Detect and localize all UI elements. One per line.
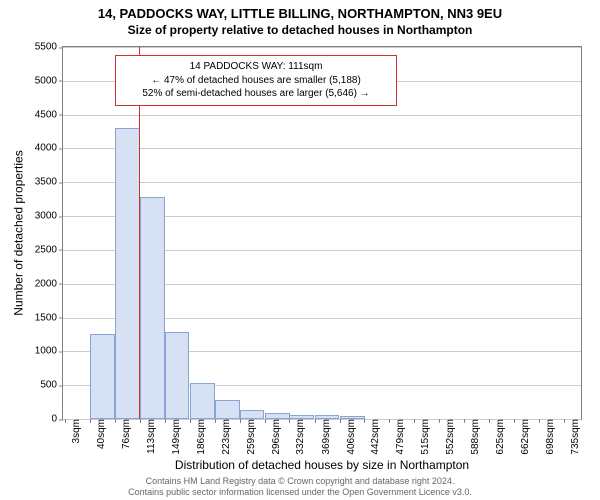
- y-tick-label: 0: [51, 414, 63, 425]
- y-tick-label: 2500: [35, 244, 63, 255]
- y-tick-label: 5500: [35, 42, 63, 53]
- x-tick-label: 625sqm: [489, 419, 506, 455]
- y-tick-label: 500: [40, 380, 63, 391]
- y-axis-label-text: Number of detached properties: [12, 150, 26, 315]
- x-tick-label: 3sqm: [65, 419, 82, 443]
- y-tick-label: 4000: [35, 143, 63, 154]
- histogram-bar: [215, 400, 240, 419]
- x-tick-label: 186sqm: [190, 419, 207, 455]
- property-callout: 14 PADDOCKS WAY: 111sqm← 47% of detached…: [115, 55, 397, 106]
- x-tick-label: 442sqm: [364, 419, 381, 455]
- y-tick-label: 1000: [35, 346, 63, 357]
- histogram-bar: [90, 334, 115, 419]
- histogram-bar: [240, 410, 265, 419]
- y-tick-label: 5000: [35, 75, 63, 86]
- histogram-bar: [190, 383, 215, 419]
- x-tick-label: 662sqm: [514, 419, 531, 455]
- x-tick-label: 40sqm: [90, 419, 107, 449]
- x-tick-label: 479sqm: [389, 419, 406, 455]
- chart-title-line2: Size of property relative to detached ho…: [0, 23, 600, 39]
- x-tick-label: 296sqm: [265, 419, 282, 455]
- chart-container: 14, PADDOCKS WAY, LITTLE BILLING, NORTHA…: [0, 0, 600, 500]
- y-tick-label: 3500: [35, 177, 63, 188]
- histogram-bar: [165, 332, 190, 419]
- y-tick-label: 1500: [35, 312, 63, 323]
- x-tick-label: 332sqm: [289, 419, 306, 455]
- x-tick-label: 515sqm: [414, 419, 431, 455]
- x-tick-label: 369sqm: [315, 419, 332, 455]
- histogram-bar: [115, 128, 140, 420]
- footer-line1: Contains HM Land Registry data © Crown c…: [0, 476, 600, 487]
- chart-footer: Contains HM Land Registry data © Crown c…: [0, 476, 600, 498]
- callout-line-1: 14 PADDOCKS WAY: 111sqm: [122, 60, 390, 74]
- x-tick-label: 259sqm: [240, 419, 257, 455]
- plot-area: 0500100015002000250030003500400045005000…: [62, 46, 582, 420]
- callout-line-2: ← 47% of detached houses are smaller (5,…: [122, 74, 390, 88]
- x-tick-label: 149sqm: [165, 419, 182, 455]
- y-axis-label: Number of detached properties: [12, 46, 26, 420]
- y-tick-label: 4500: [35, 109, 63, 120]
- x-tick-label: 588sqm: [464, 419, 481, 455]
- chart-title-line1: 14, PADDOCKS WAY, LITTLE BILLING, NORTHA…: [0, 0, 600, 23]
- x-tick-label: 76sqm: [115, 419, 132, 449]
- histogram-bar: [140, 197, 165, 419]
- x-tick-label: 406sqm: [340, 419, 357, 455]
- y-tick-label: 2000: [35, 278, 63, 289]
- x-tick-label: 223sqm: [215, 419, 232, 455]
- x-tick-label: 735sqm: [564, 419, 581, 455]
- x-axis-label: Distribution of detached houses by size …: [62, 458, 582, 472]
- callout-line-3: 52% of semi-detached houses are larger (…: [122, 87, 390, 101]
- y-tick-label: 3000: [35, 211, 63, 222]
- x-tick-label: 698sqm: [539, 419, 556, 455]
- x-tick-label: 552sqm: [439, 419, 456, 455]
- x-tick-label: 113sqm: [140, 419, 157, 454]
- footer-line2: Contains public sector information licen…: [0, 487, 600, 498]
